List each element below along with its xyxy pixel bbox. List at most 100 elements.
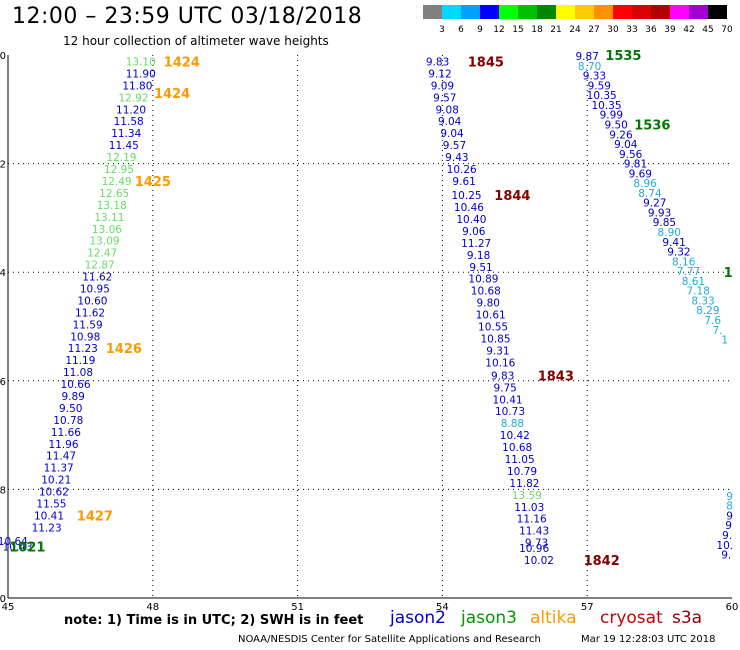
wave-height-label: 9.26 <box>609 129 633 141</box>
generated-timestamp: Mar 19 12:28:03 UTC 2018 <box>581 634 716 645</box>
y-tick-label: -34 <box>0 268 6 279</box>
y-tick-label: -30 <box>0 51 6 62</box>
wave-height-label: 11.90 <box>126 68 156 80</box>
wave-height-label: 11.58 <box>114 116 144 128</box>
wave-height-label: 9.06 <box>462 226 486 238</box>
wave-height-label: 8.29 <box>696 305 719 317</box>
wave-height-label: 11.45 <box>109 140 139 152</box>
wave-height-label: 9.04 <box>440 128 464 140</box>
wave-height-label: 10.79 <box>507 466 537 478</box>
wave-height-label: 10.62 <box>39 487 69 499</box>
wave-height-label: 10.25 <box>452 190 482 202</box>
wave-height-label: 9.61 <box>452 176 475 188</box>
wave-height-label: 8.74 <box>638 188 662 200</box>
wave-height-label: 9.31 <box>486 345 509 357</box>
legend-label: 42 <box>683 25 695 35</box>
wave-height-label: 9.50 <box>59 403 82 415</box>
wave-height-label: 9.83 <box>491 370 514 382</box>
wave-height-label: 9.32 <box>667 247 690 259</box>
legend-label: 39 <box>664 25 676 35</box>
x-tick-label: 57 <box>581 602 594 613</box>
satellite-cryosat: cryosat <box>600 608 663 628</box>
wave-height-label: 11.47 <box>46 451 76 463</box>
wave-height-label: 10.66 <box>61 379 91 391</box>
wave-height-label: 10.68 <box>502 442 532 454</box>
wave-height-label: 8 <box>726 501 733 513</box>
wave-height-label: 13.09 <box>90 236 120 248</box>
wave-height-label: 10.78 <box>53 415 83 427</box>
wave-height-label: 12.92 <box>118 92 148 104</box>
wave-height-label: 11.19 <box>65 355 95 367</box>
legend-swatch <box>613 5 632 19</box>
legend-label: 9 <box>477 25 483 35</box>
x-tick-label: 54 <box>436 602 449 613</box>
page-subtitle: 12 hour collection of altimeter wave hei… <box>63 34 329 48</box>
legend-swatch <box>708 5 727 19</box>
wave-height-label: 7. <box>713 325 723 337</box>
wave-height-label: 11.20 <box>116 104 146 116</box>
wave-height-label: 9.04 <box>614 139 638 151</box>
pass-time-label: 1845 <box>468 56 504 71</box>
wave-height-label: 12.49 <box>102 176 132 188</box>
wave-height-label: 10.64 <box>0 536 28 548</box>
wave-height-label: 9.51 <box>469 262 492 274</box>
wave-height-label: 11.05 <box>505 454 535 466</box>
y-tick-label: -38 <box>0 485 6 496</box>
wave-height-label: 8.96 <box>633 178 657 190</box>
pass-time-label: 1535 <box>605 49 641 64</box>
legend-swatch <box>518 5 537 19</box>
wave-height-label: 11.03 <box>514 502 544 514</box>
wave-height-label: 9.57 <box>433 92 456 104</box>
wave-height-label: 10.21 <box>41 475 71 487</box>
wave-height-label: 12.95 <box>104 164 134 176</box>
wave-height-label: 9.89 <box>61 391 84 403</box>
wave-height-label: 10.89 <box>468 274 498 286</box>
wave-height-label: 9.33 <box>583 71 606 83</box>
legend-label: 21 <box>550 25 562 35</box>
wave-height-label: 7.18 <box>687 286 710 298</box>
wave-height-label: 11.55 <box>36 499 66 511</box>
wave-height-label: 11.59 <box>73 319 103 331</box>
wave-height-label: 11.34 <box>111 128 141 140</box>
legend-swatch <box>670 5 689 19</box>
wave-height-label: 10.41 <box>34 510 64 522</box>
wave-height-label: 8.70 <box>578 61 601 73</box>
wave-height-label: 9.08 <box>436 104 459 116</box>
wave-height-label: 7.6 <box>704 315 721 327</box>
satellite-jason3: jason3 <box>461 608 517 628</box>
wave-height-label: 11.82 <box>509 478 539 490</box>
wave-height-label: 10.35 <box>591 100 621 112</box>
wave-height-label: 13.18 <box>97 200 127 212</box>
wave-height-label: 10.43 <box>3 541 33 553</box>
wave-height-label: 8.88 <box>501 418 524 430</box>
wave-height-label: 11.62 <box>75 307 105 319</box>
wave-height-label: 11.66 <box>51 427 81 439</box>
wave-height-label: 8.33 <box>691 295 714 307</box>
wave-height-label: 9.12 <box>428 68 451 80</box>
wave-height-label: 9.93 <box>648 207 671 219</box>
wave-height-label: 11.62 <box>82 272 112 284</box>
wave-height-label: 10.85 <box>480 333 510 345</box>
legend-swatch <box>632 5 651 19</box>
wave-height-label: 9.50 <box>604 120 627 132</box>
wave-height-label: 9.56 <box>619 149 643 161</box>
wave-height-label: 8.90 <box>658 227 681 239</box>
wave-height-label: 11.16 <box>517 514 547 526</box>
wave-height-label: 11.80 <box>122 80 152 92</box>
wave-height-label: 10.41 <box>493 394 523 406</box>
footer-note: note: 1) Time is in UTC; 2) SWH is in fe… <box>64 613 364 628</box>
legend-swatch <box>499 5 518 19</box>
legend-label: 27 <box>588 25 600 35</box>
wave-height-label: 10.98 <box>70 331 100 343</box>
wave-height-label: 8.61 <box>682 276 705 288</box>
wave-height-label: 9.69 <box>629 168 652 180</box>
legend-label: 15 <box>512 25 524 35</box>
x-tick-label: 60 <box>726 602 739 613</box>
legend-label: 18 <box>531 25 543 35</box>
legend-swatch <box>423 5 442 19</box>
legend-label: 45 <box>702 25 714 35</box>
wave-height-label: 11.37 <box>44 463 74 475</box>
pass-time-label: 1425 <box>135 175 171 190</box>
legend-label: 36 <box>645 25 657 35</box>
